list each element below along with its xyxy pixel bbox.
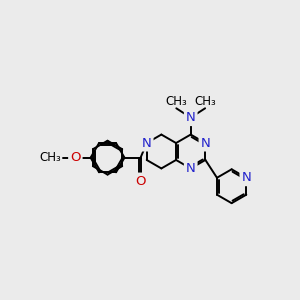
Text: N: N <box>186 162 196 175</box>
Text: O: O <box>135 175 146 188</box>
Text: CH₃: CH₃ <box>39 151 61 164</box>
Text: N: N <box>142 136 152 149</box>
Text: O: O <box>135 175 146 188</box>
Text: N: N <box>200 136 210 149</box>
Text: CH₃: CH₃ <box>165 94 187 107</box>
Text: N: N <box>186 111 196 124</box>
Text: O: O <box>70 151 81 164</box>
Text: CH₃: CH₃ <box>194 94 216 107</box>
Text: N: N <box>242 171 251 184</box>
